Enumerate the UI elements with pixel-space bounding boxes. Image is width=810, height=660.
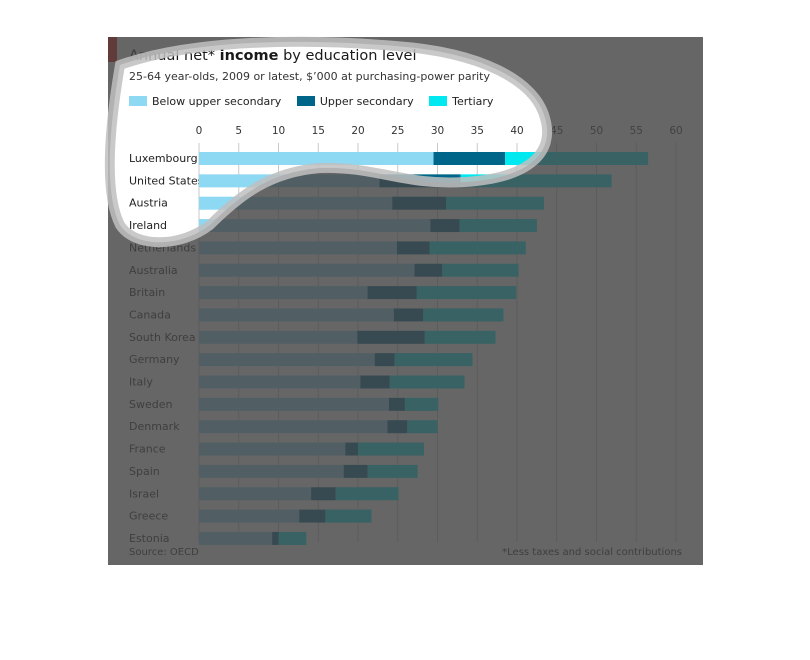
bar-segment — [433, 152, 506, 165]
category-label: United States — [129, 174, 204, 187]
bar-segment — [460, 174, 612, 188]
category-label: Estonia — [129, 532, 170, 545]
category-label: South Korea — [129, 331, 196, 344]
bar-segment — [387, 420, 408, 434]
bar-segment — [379, 174, 461, 188]
x-tick-label: 0 — [196, 125, 203, 137]
category-label: Canada — [129, 308, 171, 321]
bar-segment — [416, 286, 517, 300]
bar-segment — [199, 308, 394, 322]
x-tick-label: 40 — [510, 125, 523, 137]
x-tick-label: 45 — [550, 125, 563, 137]
x-tick-label: 15 — [312, 125, 325, 137]
bar-segment — [311, 487, 336, 501]
bar-segment — [345, 442, 358, 456]
x-tick-label: 30 — [431, 125, 444, 137]
bar-segment — [423, 308, 504, 322]
category-label: Italy — [129, 376, 153, 389]
bar-segment — [360, 375, 390, 389]
bar-segment — [272, 531, 279, 545]
category-label: Britain — [129, 286, 165, 299]
bar-segment — [367, 464, 418, 478]
bar-segment — [367, 286, 417, 300]
x-tick-label: 5 — [235, 125, 242, 137]
bar-segment — [343, 464, 368, 478]
bar-segment — [358, 442, 424, 456]
bar-segment — [199, 152, 434, 165]
footnote: *Less taxes and social contributions — [502, 547, 682, 558]
bar-segment — [199, 420, 388, 434]
bar-segment — [404, 397, 439, 411]
category-label: Austria — [129, 197, 168, 210]
bar-segment — [199, 531, 273, 545]
bar-segment — [459, 219, 537, 233]
bar-segment — [299, 509, 326, 523]
bar-segment — [389, 375, 465, 389]
category-label: Denmark — [129, 420, 180, 433]
category-label: Germany — [129, 353, 180, 366]
category-label: Greece — [129, 510, 168, 523]
bar-segment — [446, 196, 545, 210]
chart-panel: Annual net* income by education level 25… — [108, 37, 703, 565]
x-tick-label: 35 — [471, 125, 484, 137]
bar-segment — [335, 487, 399, 501]
category-label: Ireland — [129, 219, 167, 232]
bar-segment — [396, 241, 430, 255]
bar-segment — [199, 286, 368, 300]
bar-segment — [414, 263, 443, 277]
category-label: Sweden — [129, 398, 172, 411]
bar-segment — [430, 219, 460, 233]
bar-segment — [357, 330, 425, 344]
bar-segment — [374, 353, 395, 367]
bar-segment — [199, 375, 361, 389]
bar-segment — [429, 241, 526, 255]
category-label: Australia — [129, 264, 178, 277]
source-note: Source: OECD — [129, 547, 199, 558]
bar-segment — [394, 353, 473, 367]
x-tick-label: 55 — [630, 125, 643, 137]
bar-plot: 0 5 10 15 20 25 30 35 40 45 50 55 60 Luxembourg United… — [129, 125, 683, 545]
bar-segment — [424, 330, 496, 344]
category-label: Israel — [129, 487, 159, 500]
bar-segment — [199, 263, 415, 277]
bar-segment — [278, 531, 307, 545]
category-label: Luxembourg — [129, 152, 198, 165]
bar-segment — [392, 196, 447, 210]
bar-segment — [199, 353, 375, 367]
bar-segment — [199, 464, 344, 478]
bar-segment — [199, 330, 358, 344]
x-tick-label: 20 — [351, 125, 364, 137]
bar-segment — [199, 241, 397, 255]
bar-segment — [505, 152, 649, 165]
bar-segment — [199, 174, 380, 188]
bar-segment — [407, 420, 438, 434]
category-label: France — [129, 443, 166, 456]
x-tick-label: 25 — [391, 125, 404, 137]
bar-segment — [199, 219, 431, 233]
bar-segment — [199, 442, 346, 456]
bar-segment — [393, 308, 424, 322]
bar-segment — [442, 263, 519, 277]
bar-segment — [199, 509, 300, 523]
category-label: Netherlands — [129, 241, 196, 254]
bar-segment — [199, 196, 393, 210]
bar-segment — [325, 509, 372, 523]
bar-segment — [199, 487, 312, 501]
x-tick-label: 10 — [272, 125, 285, 137]
bar-segment — [199, 397, 390, 411]
x-tick-label: 50 — [590, 125, 603, 137]
category-label: Spain — [129, 465, 160, 478]
x-tick-label: 60 — [669, 125, 682, 137]
bar-segment — [389, 397, 405, 411]
